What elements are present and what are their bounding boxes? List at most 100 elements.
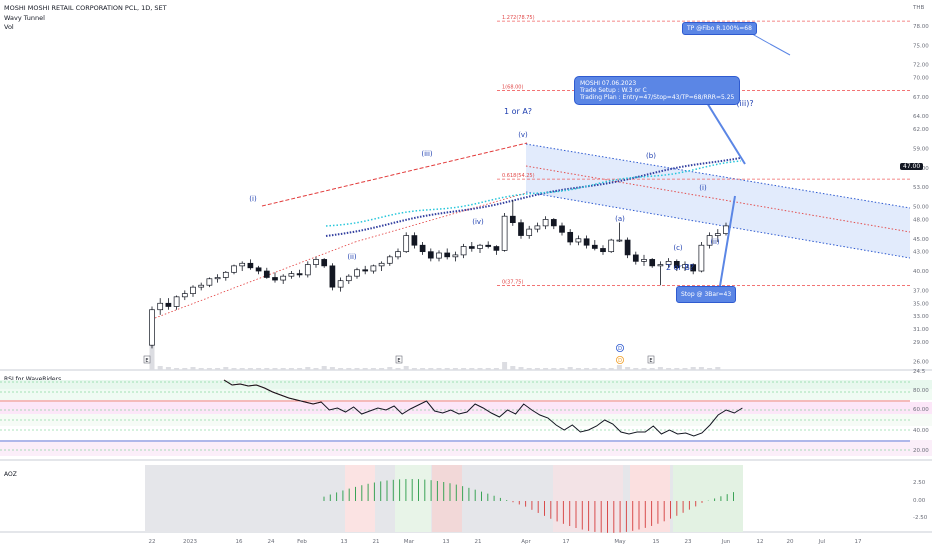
fib-level-label: 1.272(78.75) <box>502 15 535 21</box>
time-axis-label: Apr <box>521 539 531 545</box>
candle-body <box>427 251 434 259</box>
candle-body <box>509 215 516 223</box>
candle-body <box>329 265 336 288</box>
aoz-axis-label: 0.00 <box>913 498 926 504</box>
candle-body <box>649 259 656 267</box>
time-axis-label: Feb <box>297 539 307 545</box>
volume-bar <box>256 368 262 370</box>
volume-bar <box>690 367 696 370</box>
price-axis-label: 33.00 <box>913 314 929 320</box>
aoz-title: AOZ <box>4 471 17 478</box>
currency-label: THB <box>912 5 924 11</box>
candle-body <box>296 273 303 276</box>
price-axis-label: 62.00 <box>913 127 929 133</box>
volume-bar <box>379 368 385 370</box>
candle-body <box>624 239 631 256</box>
candle-body <box>370 265 377 272</box>
time-axis-label: 16 <box>236 539 243 545</box>
candle-body <box>321 259 328 267</box>
time-axis-label: 15 <box>653 539 660 545</box>
aoz-axis-label: 2.50 <box>913 480 926 486</box>
volume-bar <box>469 368 475 370</box>
wave-label: (iv) <box>472 218 484 226</box>
time-axis-label: May <box>614 539 626 545</box>
candle-body <box>632 254 639 262</box>
candle-body <box>231 265 237 273</box>
indicator-label-wavy-tunnel[interactable]: Wavy Tunnel <box>4 14 45 22</box>
time-axis-label: 20 <box>787 539 794 545</box>
candle-body <box>567 231 574 243</box>
stop-note[interactable]: Stop @ 3Bar=43 <box>676 286 737 303</box>
earnings-marker-label: E <box>397 358 400 364</box>
volume-bar <box>362 368 368 370</box>
dividend-marker-label: D <box>618 346 622 352</box>
candle-body <box>641 259 647 262</box>
volume-bar <box>649 368 655 370</box>
volume-bar <box>305 367 311 370</box>
candle-body <box>411 235 418 246</box>
aoz-axis-label: -2.50 <box>913 515 928 521</box>
wave-label: 2 or B? <box>666 263 694 272</box>
volume-bar <box>526 368 532 370</box>
rsi-axis-label: 40.00 <box>913 428 929 434</box>
volume-bar <box>182 368 188 370</box>
indicator-label-volume[interactable]: Vol <box>4 23 14 31</box>
volume-bar <box>149 344 155 370</box>
volume-bar <box>239 368 245 370</box>
time-axis-label: 13 <box>341 539 348 545</box>
rsi-axis-label: 20.00 <box>913 448 929 454</box>
volume-bar <box>420 368 426 370</box>
volume-bar <box>428 368 434 370</box>
wavy-tunnel-upper <box>325 160 741 227</box>
price-axis-label: 75.00 <box>913 43 929 49</box>
rsi-axis-label: 60.00 <box>913 407 929 413</box>
rsi-band <box>0 402 932 414</box>
wave-label: (ii) <box>347 253 357 261</box>
candle-body <box>190 286 196 294</box>
candle-body <box>354 269 360 277</box>
volume-bar <box>534 368 540 370</box>
candle-body <box>575 238 582 243</box>
volume-bar <box>288 368 294 370</box>
volume-bar <box>452 368 458 370</box>
candle-body <box>395 251 401 258</box>
trade-setup-note[interactable]: MOSHI 07.06.2023 Trade Setup : W.3 or C … <box>574 76 741 105</box>
volume-bar <box>600 368 606 370</box>
candle-body <box>518 222 524 236</box>
candle-body <box>181 293 188 298</box>
volume-bar <box>485 368 491 370</box>
volume-bar <box>395 368 401 370</box>
volume-bar <box>174 368 180 370</box>
price-axis-label: 50.00 <box>913 205 929 211</box>
tp-pointer <box>769 43 791 56</box>
time-axis-label: 24 <box>268 539 275 545</box>
volume-bar <box>567 367 573 370</box>
time-axis-label: 12 <box>757 539 764 545</box>
volume-bar <box>493 368 499 370</box>
candle-body <box>222 271 229 278</box>
rsi-band <box>0 440 932 456</box>
earnings-marker-label: E <box>649 358 652 364</box>
volume-bar <box>592 368 598 370</box>
chart-symbol-title[interactable]: MOSHI MOSHI RETAIL CORPORATION PCL, 1D, … <box>4 4 167 12</box>
rsi-line <box>223 379 743 437</box>
candle-body <box>247 262 254 269</box>
dividend-marker <box>616 343 625 352</box>
volume-bar <box>502 362 508 370</box>
candle-body <box>591 244 598 249</box>
candle-body <box>690 264 697 272</box>
candle-body <box>723 225 729 234</box>
volume-bar <box>666 368 672 370</box>
wave-label: (i) <box>699 184 707 192</box>
aoz-zone <box>395 465 431 532</box>
volume-bar <box>346 368 352 370</box>
candle-body <box>239 262 246 267</box>
candle-body <box>255 267 262 272</box>
candle-body <box>263 270 270 278</box>
candle-body <box>280 275 287 281</box>
volume-bar <box>338 368 344 370</box>
tp-note[interactable]: TP @Fibo R.100%=68 <box>682 22 757 35</box>
volume-bar <box>157 366 163 370</box>
wave-label: (c) <box>673 244 683 252</box>
